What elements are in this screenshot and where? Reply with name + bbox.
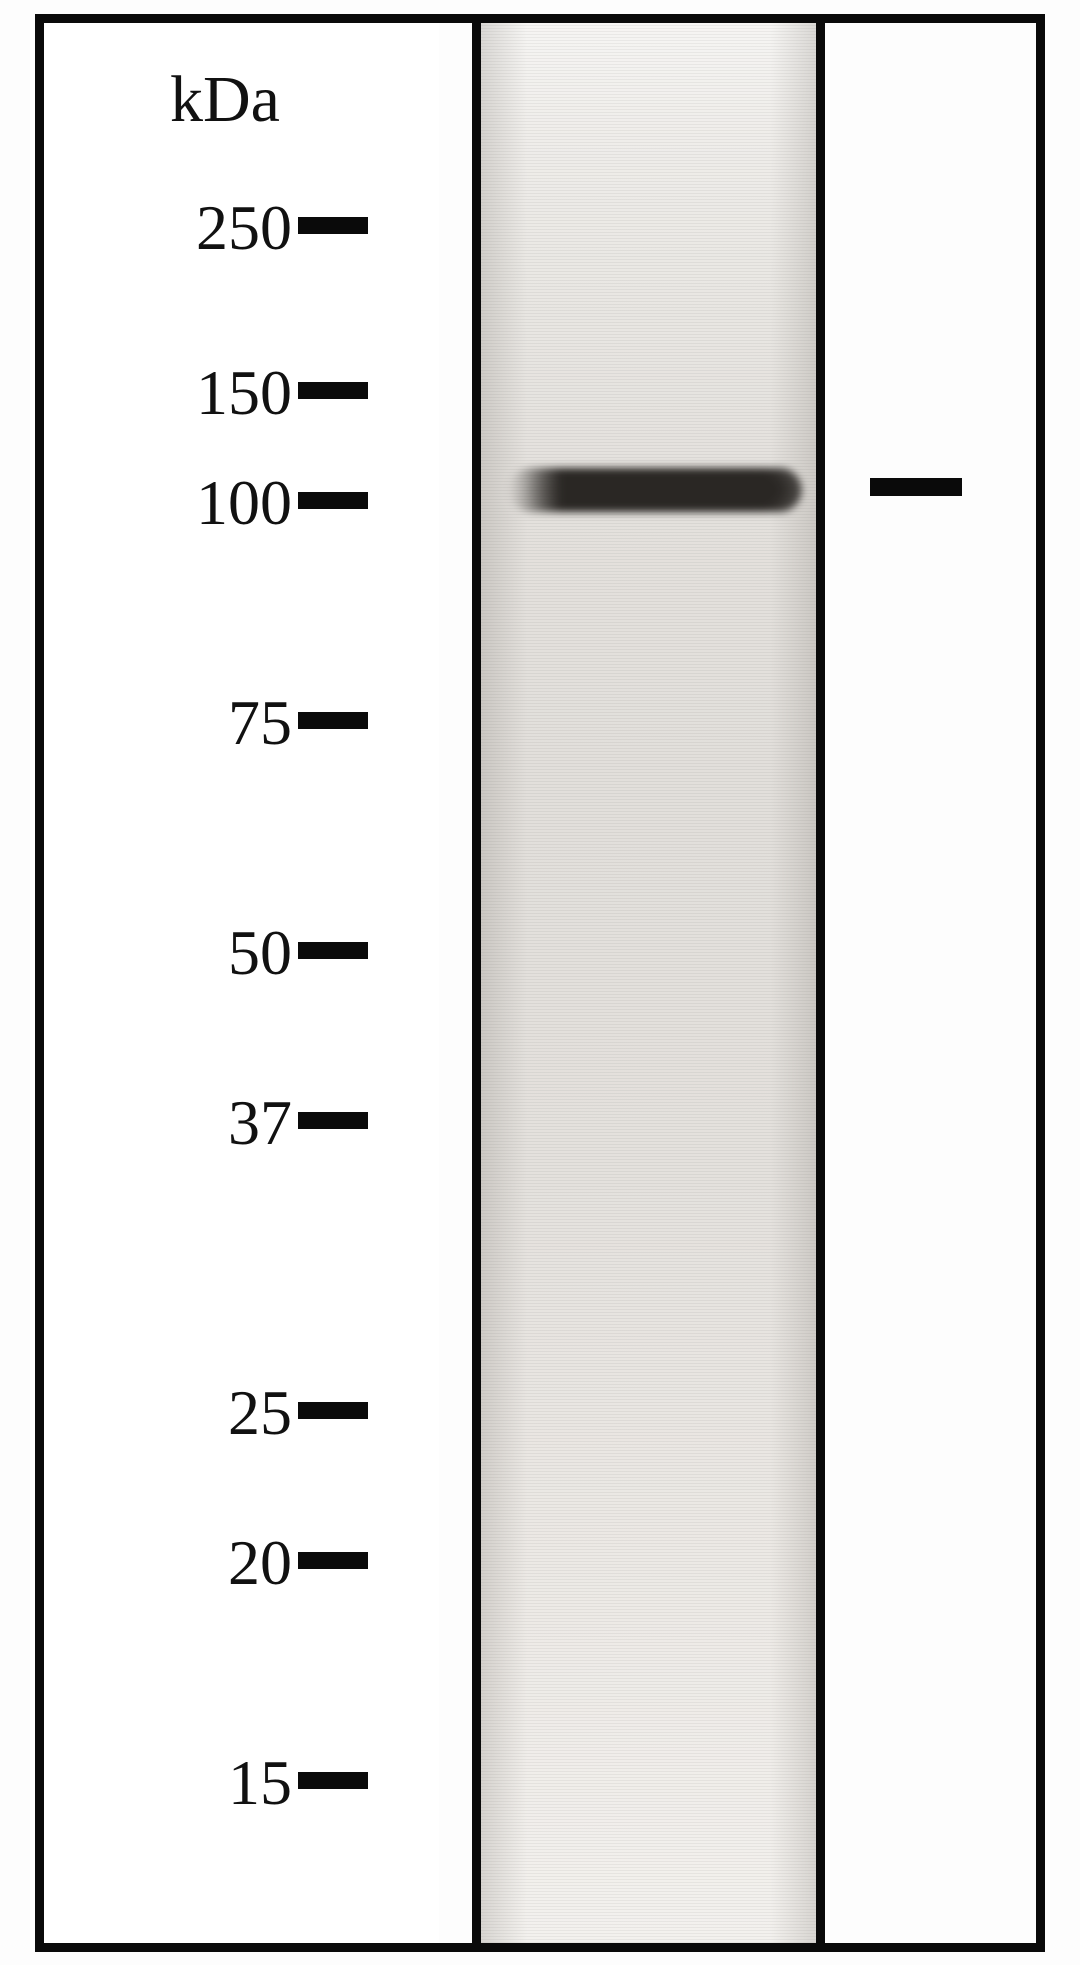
ladder-marker-label: 75 [228, 686, 292, 760]
ladder-marker-label: 20 [228, 1526, 292, 1600]
ladder-marker-label: 250 [196, 191, 292, 265]
ladder-marker-tick [298, 712, 368, 729]
ladder-marker-tick [298, 492, 368, 509]
ladder-marker: 25 [0, 1410, 368, 1411]
blot-lane [472, 14, 825, 1952]
ladder-marker: 20 [0, 1560, 368, 1561]
ladder-marker: 100 [0, 500, 368, 501]
ladder-marker-tick [298, 1402, 368, 1419]
ladder-marker-tick [298, 1772, 368, 1789]
ladder-marker-tick [298, 1112, 368, 1129]
ladder-marker-tick [298, 382, 368, 399]
ladder-marker: 50 [0, 950, 368, 951]
ladder-marker-tick [298, 942, 368, 959]
blot-lane-bg [481, 23, 816, 1943]
ladder-marker: 150 [0, 390, 368, 391]
ladder-marker-label: 150 [196, 356, 292, 430]
ladder-marker: 15 [0, 1780, 368, 1781]
protein-band [509, 468, 802, 512]
ladder-marker-label: 15 [228, 1746, 292, 1820]
ladder-marker-label: 50 [228, 916, 292, 990]
ladder-marker-tick [298, 217, 368, 234]
ladder-marker: 75 [0, 720, 368, 721]
ladder-marker-label: 100 [196, 466, 292, 540]
detected-size-tick [870, 478, 962, 496]
ladder-marker-label: 37 [228, 1086, 292, 1160]
ladder-marker-label: 25 [228, 1376, 292, 1450]
ladder-marker: 250 [0, 225, 368, 226]
ladder-marker: 37 [0, 1120, 368, 1121]
ladder-marker-tick [298, 1552, 368, 1569]
